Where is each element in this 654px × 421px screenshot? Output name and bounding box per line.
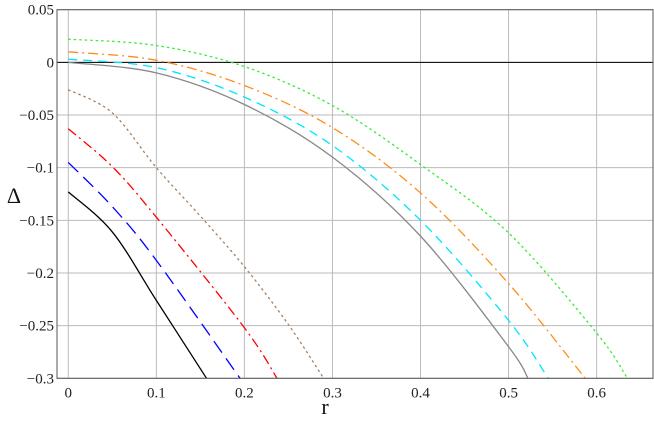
x-tick-label: 0.2 [235,385,254,401]
series-line-8 [68,38,628,379]
y-tick-label: −0.15 [19,213,54,229]
series-lines [67,38,628,379]
series-line-7 [68,51,586,379]
y-tick-label: −0.25 [19,319,54,335]
series-line-2 [67,161,241,379]
y-axis-label: Δ [7,183,21,208]
x-tick-label: 0.5 [499,385,518,401]
series-line-6 [68,58,549,379]
ticks: 0 0.1 0.2 0.3 0.4 0.5 0.6 0.05 0 −0.05 −0.1 −0.15 −0… [19,3,606,402]
y-tick-label: 0 [47,55,55,71]
x-axis-label: r [321,394,329,419]
series-line-4 [67,89,325,379]
y-tick-label: −0.3 [27,371,54,387]
y-tick-label: −0.1 [27,161,54,177]
x-tick-label: 0.6 [587,385,606,401]
series-line-5 [68,61,529,379]
x-tick-label: 0 [65,385,73,401]
plot-frame [56,9,654,379]
x-tick-label: 0.4 [411,385,430,401]
y-tick-label: −0.2 [27,266,54,282]
x-tick-label: 0.3 [323,385,342,401]
y-tick-label: 0.05 [28,3,54,19]
x-tick-label: 0.1 [147,385,166,401]
y-tick-label: −0.05 [19,108,54,124]
series-line-3 [67,128,278,379]
series-line-1 [67,191,208,379]
grid [57,9,653,379]
